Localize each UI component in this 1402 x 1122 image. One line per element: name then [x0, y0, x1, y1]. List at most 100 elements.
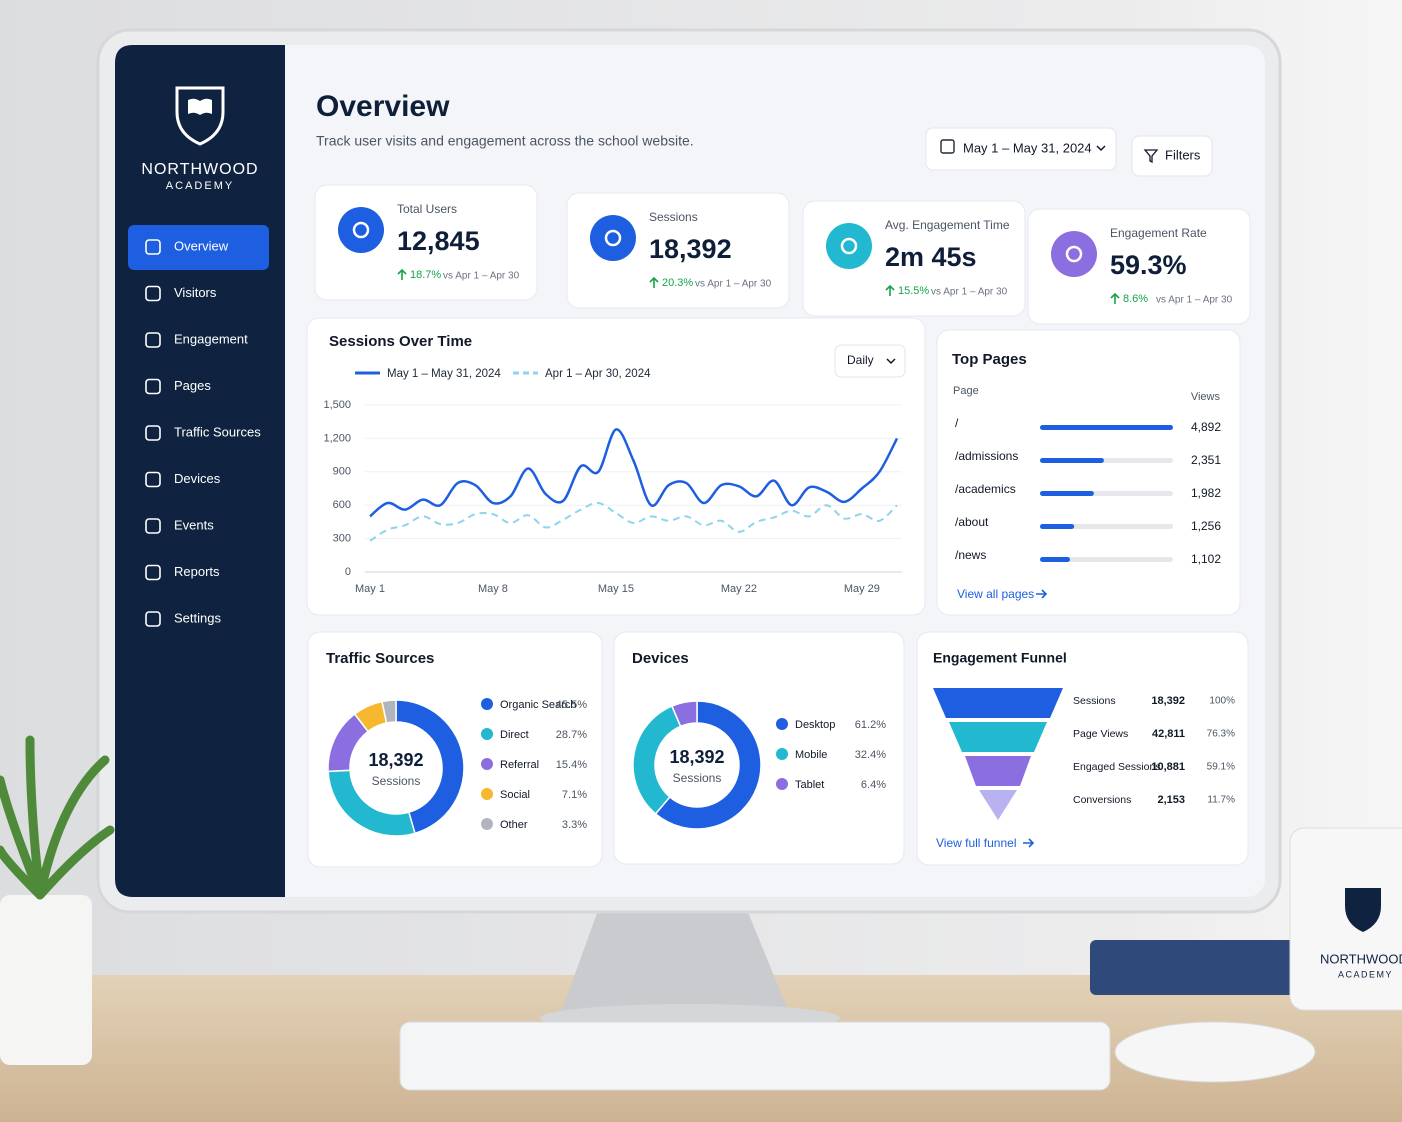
y-tick-label: 900 — [333, 466, 351, 478]
legend-swatch — [481, 758, 493, 770]
page-path: /admissions — [955, 449, 1018, 463]
nav-icon — [145, 471, 161, 488]
chevron — [886, 358, 896, 365]
view-funnel-link[interactable]: View full funnel — [936, 836, 1017, 850]
kpi-icon — [1051, 231, 1097, 277]
brand-shield — [175, 86, 225, 146]
center-label: Sessions — [673, 771, 722, 785]
date-button[interactable] — [925, 127, 1117, 171]
page-subtitle: Track user visits and engagement across … — [316, 133, 694, 149]
kpi-label: Avg. Engagement Time — [885, 218, 1010, 232]
legend-swatch — [481, 818, 493, 830]
donut-slice — [654, 700, 762, 830]
filters-label[interactable]: Filters — [1165, 147, 1201, 162]
kpi-compare: vs Apr 1 – Apr 30 — [443, 271, 520, 282]
legend-swatch — [481, 698, 493, 710]
kpi-change: 8.6% — [1123, 293, 1148, 305]
view-all-link[interactable]: View all pages — [957, 587, 1034, 601]
stage-label: Sessions — [1073, 695, 1116, 707]
legend-label: Referral — [500, 759, 539, 771]
nav-icon — [145, 239, 161, 255]
kpi-label: Sessions — [649, 210, 698, 224]
nav-item[interactable]: Engagement — [174, 331, 248, 346]
stage-percent: 11.7% — [1207, 795, 1235, 806]
filters-button[interactable] — [1131, 135, 1213, 177]
card-title: Traffic Sources — [326, 650, 434, 667]
legend-value: 6.4% — [861, 779, 886, 791]
legend-value: 45.5% — [556, 699, 587, 711]
kpi-icon — [826, 223, 872, 269]
funnel-stage — [949, 722, 1047, 752]
kpi-change: 15.5% — [898, 285, 929, 297]
bar — [1040, 524, 1075, 529]
trend-arrow — [649, 276, 659, 288]
nav-item[interactable]: Reports — [174, 564, 220, 579]
legend-label: Mobile — [795, 749, 827, 761]
y-tick-label: 0 — [345, 566, 351, 578]
x-tick-label: May 22 — [721, 583, 757, 595]
nav-item[interactable]: Settings — [174, 610, 221, 625]
mouse — [1114, 1021, 1316, 1083]
stage-label: Engaged Sessions — [1073, 761, 1161, 773]
page-path: / — [955, 416, 959, 430]
view-count: 1,102 — [1191, 552, 1221, 566]
nav-item[interactable]: Events — [174, 517, 214, 532]
y-tick-label: 600 — [333, 499, 351, 511]
nav-icon — [145, 611, 161, 627]
legend-label: Apr 1 – Apr 30, 2024 — [545, 368, 651, 380]
center-value: 18,392 — [669, 747, 724, 767]
view-count: 1,256 — [1191, 519, 1221, 533]
nav-item[interactable]: Pages — [174, 378, 211, 393]
legend-label: May 1 – May 31, 2024 — [387, 368, 501, 380]
stage-percent: 100% — [1209, 696, 1235, 707]
legend-label: Desktop — [795, 719, 835, 731]
funnel-stage — [933, 688, 1063, 718]
x-tick-label: May 15 — [598, 583, 634, 595]
plant-pot — [0, 895, 92, 1065]
date-range[interactable]: May 1 – May 31, 2024 — [963, 140, 1092, 155]
column-header: Views — [1191, 391, 1221, 403]
top-pages-card — [936, 329, 1241, 616]
kpi-icon-glyph — [1065, 245, 1083, 263]
link-arrow — [1036, 589, 1048, 599]
funnel-stage — [965, 756, 1031, 786]
brand-sub: ACADEMY — [166, 180, 234, 192]
nav-icon — [145, 285, 161, 302]
interval-label[interactable]: Daily — [847, 353, 874, 367]
mug — [1289, 827, 1402, 1011]
legend-value: 61.2% — [855, 719, 886, 731]
stage-percent: 76.3% — [1207, 729, 1235, 740]
donut-slice — [381, 699, 397, 724]
nav-icon — [145, 564, 161, 581]
y-tick-label: 300 — [333, 533, 351, 545]
chart-card — [306, 317, 926, 616]
kpi-icon-glyph — [604, 229, 622, 247]
donut-slice — [670, 700, 698, 728]
legend-label: Other — [500, 819, 528, 831]
series-line — [369, 501, 898, 542]
interval-button[interactable] — [834, 344, 906, 378]
nav-item[interactable]: Traffic Sources — [174, 424, 261, 439]
legend-swatch — [481, 728, 493, 740]
kpi-icon — [338, 207, 384, 253]
view-count: 1,982 — [1191, 486, 1221, 500]
bar — [1040, 557, 1070, 562]
legend-swatch — [776, 778, 788, 790]
x-tick-label: May 8 — [478, 583, 508, 595]
nav-active — [128, 225, 269, 270]
center-value: 18,392 — [368, 750, 423, 770]
link-arrow — [1023, 838, 1035, 848]
nav-item[interactable]: Devices — [174, 471, 221, 486]
kpi-compare: vs Apr 1 – Apr 30 — [931, 287, 1008, 298]
mug-brand: NORTHWOOD — [1320, 951, 1402, 966]
view-count: 2,351 — [1191, 453, 1221, 467]
trend-arrow — [885, 284, 895, 296]
nav-item[interactable]: Visitors — [174, 285, 217, 300]
donut-slice — [395, 699, 465, 835]
kpi-label: Total Users — [397, 202, 457, 216]
nav-item[interactable]: Overview — [174, 238, 229, 253]
filter-icon — [1143, 149, 1159, 164]
nav-icon — [145, 378, 161, 395]
chevron — [1096, 145, 1106, 152]
